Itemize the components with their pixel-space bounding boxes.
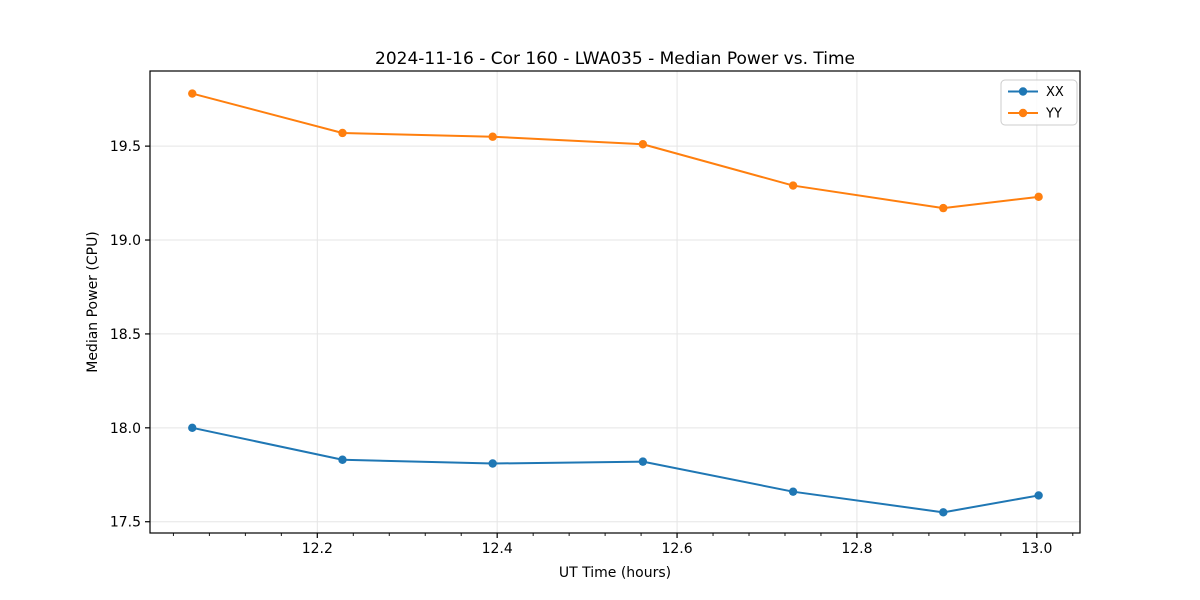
series-XX-marker: [638, 457, 648, 466]
plot-area-border: [149, 70, 1081, 534]
series-YY-marker: [1034, 192, 1043, 202]
tick-layer: [145, 145, 1074, 538]
x-tick-label: 12.6: [661, 541, 692, 557]
series-XX-marker: [188, 423, 197, 433]
series-YY-marker: [939, 203, 948, 213]
legend-swatch-marker-XX: [1018, 87, 1028, 96]
x-tick-label: 12.4: [482, 541, 513, 557]
y-tick-label: 17.5: [110, 515, 141, 531]
series-YY-marker: [638, 140, 648, 149]
series-YY-marker: [788, 181, 798, 190]
y-tick-label: 19.5: [110, 139, 141, 155]
tick-label-layer: 12.2 12.4 12.6 12.8 13.0 17.5 18.0 18.5 19.0 19.5: [110, 139, 1053, 557]
legend-label-YY: YY: [1045, 107, 1062, 122]
x-tick-label: 12.2: [302, 541, 333, 557]
legend-swatch-marker-YY: [1018, 108, 1028, 118]
y-tick-label: 18.5: [110, 327, 141, 343]
series-YY-marker: [488, 132, 497, 141]
series-layer: [188, 89, 1043, 517]
series-XX-marker: [939, 508, 948, 517]
series-YY-marker: [188, 89, 197, 98]
series-XX-marker: [1034, 491, 1043, 500]
series-YY-marker: [338, 128, 347, 138]
legend: XX YY: [1000, 79, 1078, 126]
series-YY-line: [191, 92, 1040, 210]
x-axis-label: UT Time (hours): [559, 565, 671, 581]
legend-box: [1000, 79, 1078, 126]
series-XX-marker: [338, 455, 347, 464]
series-XX-marker: [788, 487, 798, 496]
y-axis-label: Median Power (CPU): [85, 231, 101, 373]
y-tick-label: 18.0: [110, 421, 141, 437]
series-XX-marker: [488, 459, 497, 468]
x-tick-label: 13.0: [1021, 541, 1052, 557]
legend-label-XX: XX: [1046, 85, 1064, 100]
grid-layer: [150, 71, 1080, 533]
y-tick-label: 19.0: [110, 233, 141, 249]
x-tick-label: 12.8: [841, 541, 872, 557]
chart-title: 2024-11-16 - Cor 160 - LWA035 - Median P…: [375, 49, 855, 69]
series-XX-line: [191, 426, 1040, 514]
